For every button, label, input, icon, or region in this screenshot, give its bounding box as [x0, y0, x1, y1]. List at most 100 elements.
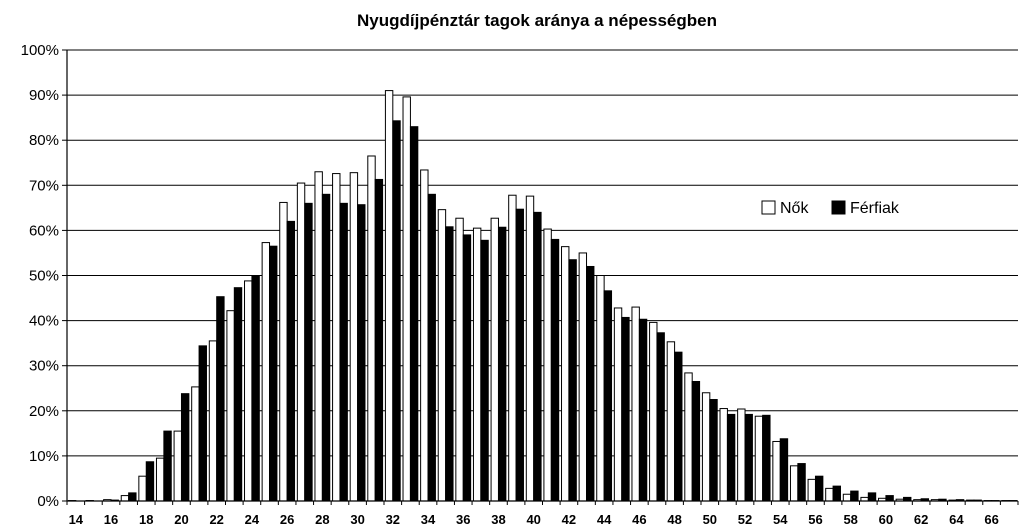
bar-ferfiak — [374, 178, 384, 502]
bar-nok — [649, 321, 658, 502]
bar-ferfiak — [762, 414, 771, 502]
bar-nok — [472, 227, 482, 502]
bar-nok — [437, 209, 447, 502]
x-tick-label: 48 — [667, 512, 681, 527]
x-tick-label: 52 — [738, 512, 752, 527]
x-tick-label: 42 — [562, 512, 576, 527]
x-axis-ticks: 14 16 18 20 22 24 26 28 30 32 34 36 38 40 42 44 46 48 50 52… — [66, 501, 1019, 527]
bar-ferfiak — [339, 202, 348, 502]
bar-nok — [754, 415, 764, 502]
y-tick-label: 50% — [29, 268, 59, 285]
bar-ferfiak — [392, 120, 401, 502]
bar-ferfiak — [515, 208, 524, 502]
legend-swatch-ferfiak — [831, 200, 846, 215]
bar-nok — [525, 195, 535, 502]
bar-ferfiak — [691, 380, 701, 502]
bar-nok — [719, 408, 728, 502]
legend-swatch-nok — [761, 200, 776, 215]
y-tick-label: 40% — [29, 313, 59, 330]
x-tick-label: 36 — [456, 512, 470, 527]
bar-nok — [314, 171, 323, 502]
bar-ferfiak — [885, 495, 894, 502]
bar-ferfiak — [832, 485, 841, 502]
bar-nok — [332, 173, 341, 502]
y-tick-label: 90% — [29, 87, 59, 104]
y-tick-label: 60% — [29, 222, 59, 239]
y-tick-label: 30% — [29, 358, 59, 375]
x-tick-label: 46 — [632, 512, 646, 527]
x-tick-label: 22 — [209, 512, 223, 527]
x-tick-label: 14 — [69, 512, 84, 527]
x-tick-label: 44 — [597, 512, 612, 527]
bar-ferfiak — [251, 275, 260, 502]
bar-ferfiak — [797, 463, 806, 502]
bar-ferfiak — [497, 226, 507, 502]
x-tick-label: 34 — [421, 512, 436, 527]
bar-nok — [155, 457, 165, 502]
grid-lines — [67, 49, 1018, 502]
bar-ferfiak — [409, 126, 419, 502]
y-tick-label: 80% — [29, 132, 59, 149]
bar-ferfiak — [357, 204, 366, 502]
bar-ferfiak — [269, 245, 278, 502]
bar-ferfiak — [145, 461, 155, 502]
bar-nok — [631, 306, 640, 502]
bar-nok — [402, 96, 411, 502]
bar-nok — [120, 495, 130, 502]
x-tick-label: 38 — [491, 512, 505, 527]
bar-ferfiak — [233, 287, 243, 502]
x-tick-label: 26 — [280, 512, 294, 527]
y-tick-label: 0% — [37, 493, 59, 510]
bar-ferfiak — [726, 413, 736, 502]
bar-ferfiak — [586, 265, 595, 502]
y-tick-label: 10% — [29, 448, 59, 465]
x-tick-label: 32 — [386, 512, 400, 527]
bar-ferfiak — [304, 202, 313, 502]
x-tick-label: 18 — [139, 512, 153, 527]
bar-nok — [490, 217, 499, 502]
bar-ferfiak — [550, 238, 560, 502]
bar-ferfiak — [480, 239, 489, 502]
x-tick-label: 16 — [104, 512, 118, 527]
x-tick-label: 50 — [703, 512, 717, 527]
bar-ferfiak — [445, 226, 454, 502]
x-tick-label: 30 — [350, 512, 364, 527]
legend: Nők Férfiak — [761, 200, 900, 217]
bar-nok — [455, 217, 464, 502]
bar-nok — [367, 155, 376, 502]
bar-nok — [596, 275, 605, 502]
bar-ferfiak — [568, 259, 577, 502]
x-tick-label: 66 — [984, 512, 998, 527]
x-tick-label: 60 — [879, 512, 893, 527]
bar-ferfiak — [128, 492, 137, 502]
bar-nok — [191, 386, 200, 502]
bar-ferfiak — [850, 490, 859, 502]
bar-ferfiak — [674, 351, 683, 502]
bar-ferfiak — [163, 430, 172, 502]
x-tick-label: 62 — [914, 512, 928, 527]
x-tick-label: 40 — [526, 512, 540, 527]
x-tick-label: 24 — [245, 512, 260, 527]
legend-label-nok: Nők — [780, 200, 809, 217]
bar-ferfiak — [744, 413, 753, 502]
chart-title: Nyugdíjpénztár tagok aránya a népességbe… — [357, 11, 717, 30]
bar-nok — [508, 194, 517, 502]
bar-ferfiak — [779, 438, 789, 502]
bar-nok — [296, 182, 306, 502]
y-tick-label: 20% — [29, 403, 59, 420]
bar-ferfiak — [533, 211, 542, 502]
bar-nok — [561, 246, 570, 502]
bar-nok — [173, 430, 182, 502]
bar-ferfiak — [198, 345, 207, 502]
bar-ferfiak — [621, 316, 630, 502]
bar-ferfiak — [180, 393, 190, 502]
x-tick-label: 58 — [843, 512, 857, 527]
bar-ferfiak — [216, 296, 225, 502]
bar-nok — [772, 440, 781, 502]
bar-nok — [789, 465, 799, 502]
bar-ferfiak — [656, 332, 665, 502]
bar-ferfiak — [427, 193, 436, 502]
bar-nok — [578, 252, 588, 502]
bar-ferfiak — [709, 399, 718, 502]
